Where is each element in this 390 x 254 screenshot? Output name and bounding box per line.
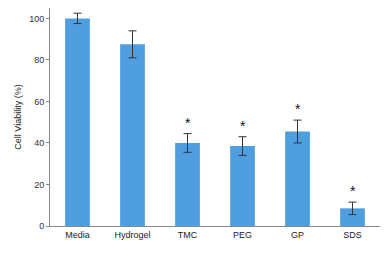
svg-text:TMC: TMC xyxy=(178,230,198,240)
svg-text:SDS: SDS xyxy=(343,230,362,240)
svg-text:80: 80 xyxy=(34,55,44,65)
svg-text:40: 40 xyxy=(34,138,44,148)
svg-text:GP: GP xyxy=(291,230,304,240)
svg-text:60: 60 xyxy=(34,97,44,107)
svg-text:Media: Media xyxy=(65,230,90,240)
svg-text:Cell Viability (%): Cell Viability (%) xyxy=(13,84,23,149)
svg-text:*: * xyxy=(295,101,301,117)
svg-text:*: * xyxy=(240,118,246,134)
svg-text:0: 0 xyxy=(39,221,44,231)
svg-text:PEG: PEG xyxy=(233,230,252,240)
svg-text:100: 100 xyxy=(29,14,44,24)
svg-text:*: * xyxy=(350,183,356,199)
svg-text:20: 20 xyxy=(34,180,44,190)
svg-text:*: * xyxy=(185,115,191,131)
svg-text:Hydrogel: Hydrogel xyxy=(114,230,150,240)
